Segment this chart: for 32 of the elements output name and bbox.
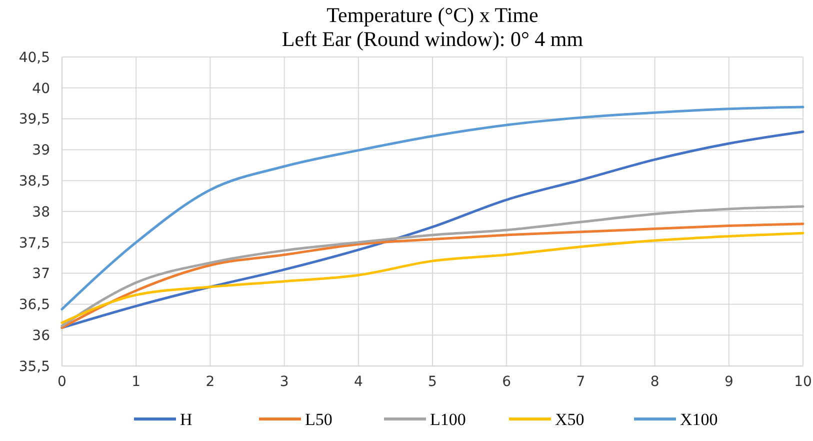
x-tick-label: 0	[58, 374, 66, 390]
y-tick-label: 40	[32, 80, 50, 97]
y-tick-label: 37	[32, 266, 50, 282]
x-tick-label: 3	[280, 374, 289, 390]
y-tick-label: 38,5	[18, 174, 50, 190]
y-tick-label: 37,5	[18, 235, 50, 252]
x-tick-label: 1	[132, 374, 141, 390]
y-tick-label: 39	[32, 142, 50, 159]
x-tick-label: 10	[794, 374, 812, 390]
chart-title: Temperature (°C) x Time	[326, 3, 538, 27]
legend-label: X50	[555, 410, 584, 429]
y-tick-label: 38	[32, 204, 50, 220]
x-tick-label: 7	[576, 374, 586, 390]
legend-label: H	[180, 410, 192, 429]
line-series	[60, 205, 804, 328]
y-tick-label: 39,5	[18, 112, 50, 128]
line-series	[60, 106, 804, 310]
y-tick-label: 36	[32, 328, 50, 344]
legend-label: L50	[305, 410, 332, 429]
x-tick-label: 6	[502, 374, 512, 390]
x-tick-label: 4	[354, 374, 363, 390]
legend-label: X100	[680, 410, 718, 429]
y-tick-label: 35,5	[18, 358, 50, 375]
y-tick-label: 40,5	[18, 50, 50, 66]
x-tick-label: 9	[724, 374, 734, 390]
y-tick-label: 36,5	[18, 297, 50, 314]
legend-label: L100	[430, 410, 466, 429]
x-tick-label: 8	[650, 374, 660, 390]
chart-subtitle: Left Ear (Round window): 0° 4 mm	[282, 27, 584, 51]
x-tick-label: 2	[206, 374, 215, 390]
line-series	[60, 130, 804, 329]
x-tick-label: 5	[428, 374, 437, 390]
